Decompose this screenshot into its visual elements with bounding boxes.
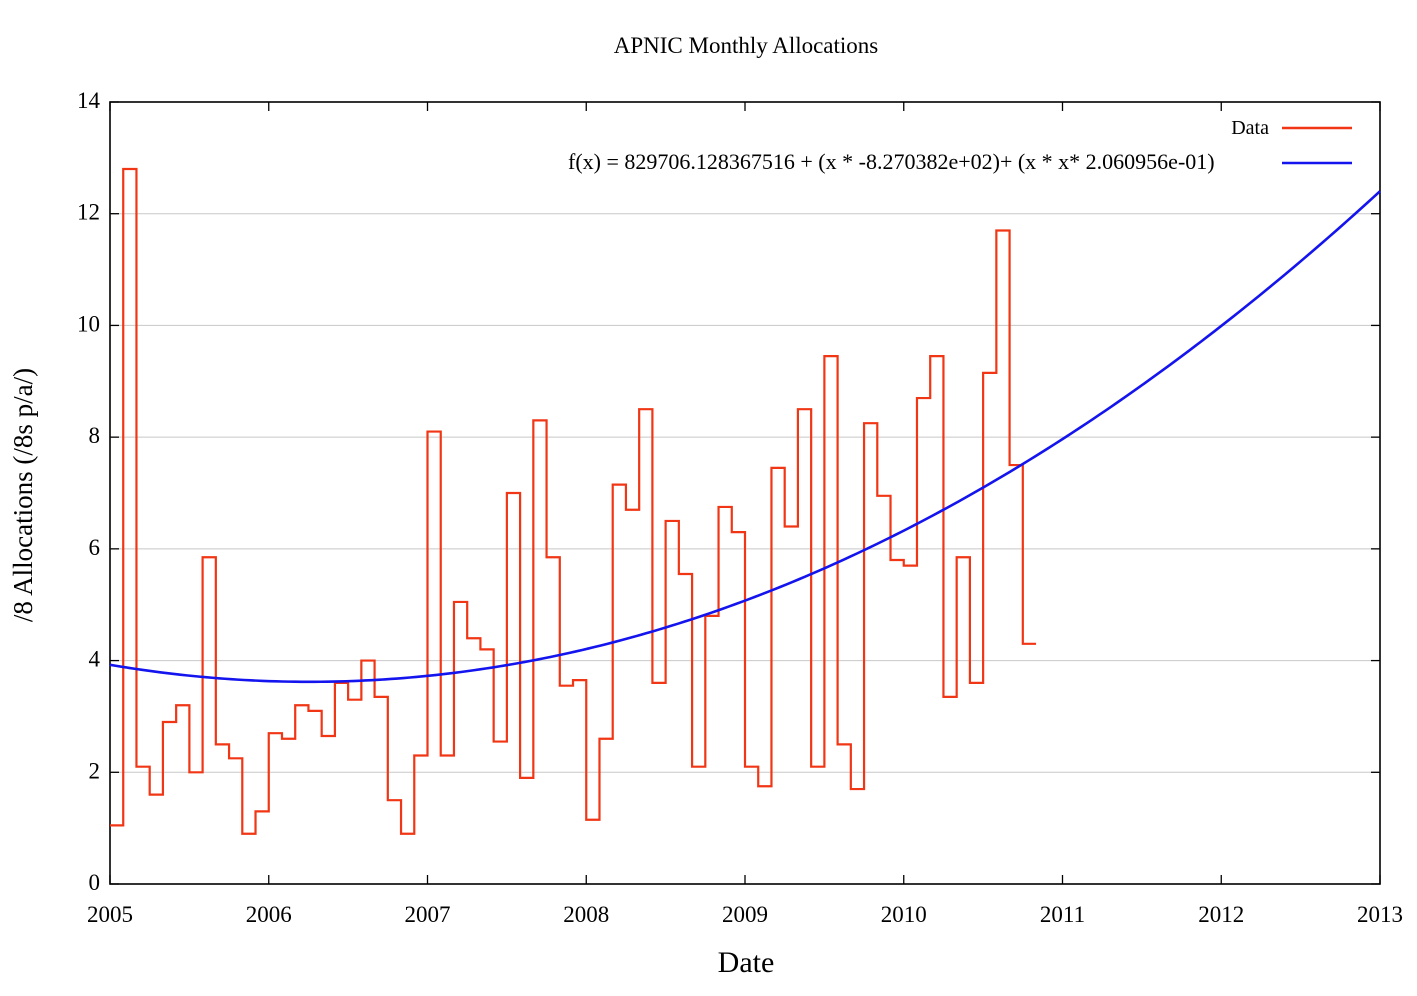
svg-text:0: 0 [89, 870, 101, 895]
svg-text:2009: 2009 [722, 902, 768, 927]
svg-text:2011: 2011 [1040, 902, 1085, 927]
svg-text:2008: 2008 [563, 902, 609, 927]
svg-text:/8 Allocations (/8s p/a/): /8 Allocations (/8s p/a/) [8, 368, 38, 622]
svg-text:6: 6 [89, 535, 101, 560]
svg-text:Date: Date [718, 946, 775, 979]
svg-text:2005: 2005 [87, 902, 133, 927]
svg-text:12: 12 [77, 200, 100, 225]
svg-text:APNIC Monthly Allocations: APNIC Monthly Allocations [614, 33, 879, 58]
svg-text:2010: 2010 [881, 902, 927, 927]
svg-text:8: 8 [89, 423, 101, 448]
svg-text:Data: Data [1231, 117, 1269, 139]
svg-text:2007: 2007 [405, 902, 451, 927]
svg-text:2013: 2013 [1357, 902, 1403, 927]
svg-text:2: 2 [89, 758, 101, 783]
svg-text:2012: 2012 [1198, 902, 1244, 927]
svg-text:2006: 2006 [246, 902, 292, 927]
svg-text:14: 14 [77, 88, 101, 113]
svg-text:10: 10 [77, 311, 100, 336]
svg-text:4: 4 [89, 647, 101, 672]
svg-text:f(x) = 829706.128367516 + (x *: f(x) = 829706.128367516 + (x * -8.270382… [568, 149, 1215, 174]
